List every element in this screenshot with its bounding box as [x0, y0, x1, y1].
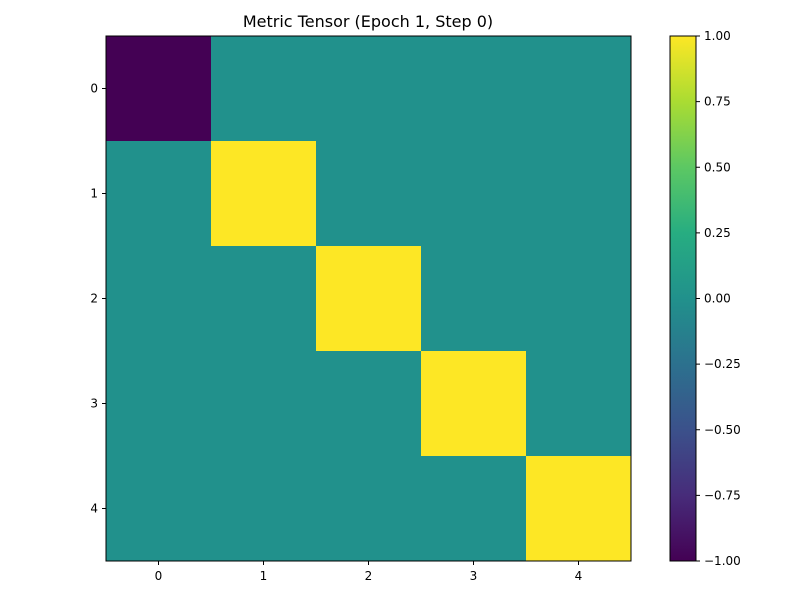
colorbar: [670, 36, 696, 561]
heatmap-cell-0-0: [106, 36, 212, 142]
colorbar-tick-label-4: 0.00: [704, 292, 731, 306]
heatmap-cell-3-3: [421, 351, 527, 457]
y-axis-ticks: 0 1 2 3 4: [90, 82, 106, 516]
heatmap-cell-2-0: [106, 246, 212, 352]
chart-title: Metric Tensor (Epoch 1, Step 0): [243, 12, 493, 31]
y-tick-label-3: 3: [90, 397, 98, 411]
heatmap-cell-4-4: [526, 456, 632, 562]
heatmap-cell-2-3: [421, 246, 527, 352]
y-tick-label-1: 1: [90, 187, 98, 201]
heatmap-cell-4-2: [316, 456, 422, 562]
heatmap-cell-3-2: [316, 351, 422, 457]
heatmap-cell-0-3: [421, 36, 527, 142]
heatmap-cell-1-1: [211, 141, 317, 247]
x-tick-label-3: 3: [470, 569, 478, 583]
heatmap-cell-0-4: [526, 36, 632, 142]
colorbar-ticks: −1.00 −0.75 −0.50 −0.25 0.00 0.25 0.50 0.75 1.00: [696, 29, 741, 568]
heatmap-cell-4-3: [421, 456, 527, 562]
heatmap-cell-0-1: [211, 36, 317, 142]
heatmap-cell-1-0: [106, 141, 212, 247]
x-tick-label-1: 1: [260, 569, 268, 583]
heatmap-cell-0-2: [316, 36, 422, 142]
y-tick-label-0: 0: [90, 82, 98, 96]
heatmap-cell-4-0: [106, 456, 212, 562]
heatmap-cell-3-1: [211, 351, 317, 457]
colorbar-tick-label-5: 0.25: [704, 226, 731, 240]
colorbar-tick-label-1: −0.75: [704, 488, 741, 502]
heatmap-cells: [106, 36, 632, 562]
colorbar-tick-label-0: −1.00: [704, 554, 741, 568]
heatmap-cell-2-2: [316, 246, 422, 352]
x-tick-label-0: 0: [155, 569, 163, 583]
heatmap-cell-3-4: [526, 351, 632, 457]
colorbar-tick-label-6: 0.50: [704, 160, 731, 174]
y-tick-label-4: 4: [90, 502, 98, 516]
heatmap-cell-3-0: [106, 351, 212, 457]
x-tick-label-2: 2: [365, 569, 373, 583]
heatmap-cell-2-1: [211, 246, 317, 352]
heatmap-cell-1-4: [526, 141, 632, 247]
plot-frame: [105, 35, 632, 562]
colorbar-tick-label-7: 0.75: [704, 95, 731, 109]
colorbar-tick-label-2: −0.50: [704, 423, 741, 437]
x-axis-ticks: 0 1 2 3 4: [155, 561, 583, 583]
colorbar-tick-label-8: 1.00: [704, 29, 731, 43]
heatmap-cell-2-4: [526, 246, 632, 352]
heatmap-cell-1-2: [316, 141, 422, 247]
heatmap-cell-1-3: [421, 141, 527, 247]
y-tick-label-2: 2: [90, 292, 98, 306]
heatmap-cell-4-1: [211, 456, 317, 562]
colorbar-tick-label-3: −0.25: [704, 357, 741, 371]
x-tick-label-4: 4: [575, 569, 583, 583]
